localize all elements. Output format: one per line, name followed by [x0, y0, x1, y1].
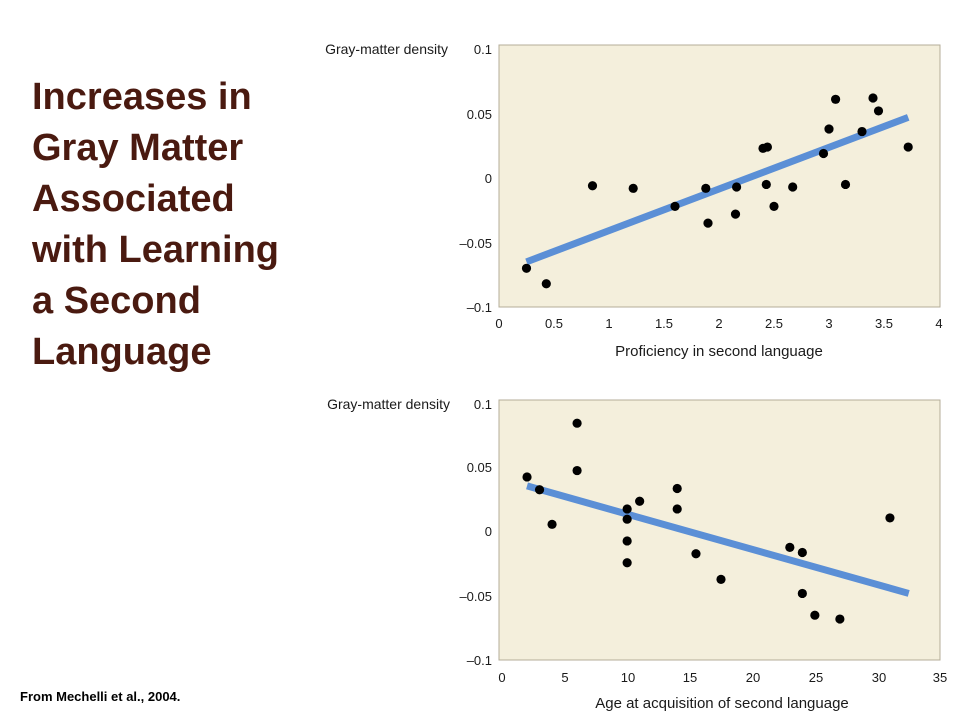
x-tick-labels: 0 0.5 1 1.5 2 2.5 3 3.5 4	[495, 316, 942, 331]
x-tick-label: 2	[715, 316, 722, 331]
x-axis-label: Proficiency in second language	[615, 343, 823, 360]
x-axis-label: Age at acquisition of second language	[595, 695, 849, 712]
data-point	[701, 183, 711, 193]
fit-line	[525, 114, 910, 266]
title-line: Gray Matter	[32, 127, 244, 169]
data-point	[788, 182, 798, 192]
data-point	[572, 418, 582, 428]
x-tick-label: 0	[498, 670, 505, 685]
chart-age-of-acquisition: Gray-matter density Age at acquisition o…	[327, 396, 947, 712]
data-point	[769, 201, 779, 211]
data-point	[810, 610, 820, 620]
data-point	[857, 126, 867, 137]
data-point	[541, 279, 551, 289]
y-tick-label: 0.1	[474, 397, 492, 412]
fit-line	[526, 482, 910, 597]
x-tick-label: 15	[683, 670, 697, 685]
y-tick-label: –0.05	[459, 236, 492, 251]
data-point	[818, 148, 829, 159]
data-point	[840, 179, 851, 190]
data-point	[716, 574, 726, 584]
data-point	[785, 542, 795, 552]
x-tick-labels: 0 5 10 15 20 25 30 35	[498, 670, 947, 685]
chart-proficiency: Gray-matter density Proficiency in secon…	[325, 41, 943, 360]
x-tick-label: 35	[933, 670, 947, 685]
y-tick-label: –0.1	[467, 300, 492, 315]
data-point	[622, 514, 632, 524]
data-point	[730, 209, 741, 219]
data-point	[831, 94, 841, 104]
title-line: Language	[32, 331, 212, 373]
plot-area	[498, 399, 941, 661]
y-tick-label: –0.05	[459, 589, 492, 604]
data-point	[635, 496, 645, 506]
data-point	[873, 106, 884, 116]
data-point	[572, 465, 582, 476]
data-point	[622, 504, 632, 514]
x-tick-label: 1.5	[655, 316, 673, 331]
y-tick-label: –0.1	[467, 653, 492, 668]
x-tick-label: 30	[872, 670, 886, 685]
data-point	[885, 513, 895, 523]
plot-area	[498, 44, 941, 308]
y-tick-label: 0.1	[474, 42, 492, 57]
data-point	[824, 124, 834, 134]
slide-title: Increases in Gray Matter Associated with…	[32, 72, 332, 378]
title-line: with Learning	[32, 229, 279, 271]
title-line: Increases in	[32, 76, 252, 118]
data-point	[732, 182, 742, 192]
y-tick-label: 0.05	[467, 107, 492, 122]
data-point	[522, 472, 532, 482]
data-point	[835, 614, 845, 624]
data-point	[703, 218, 713, 228]
x-tick-label: 0	[495, 316, 502, 331]
data-point	[672, 504, 682, 514]
data-point	[691, 549, 701, 559]
data-marks	[522, 418, 910, 624]
title-line: Associated	[32, 178, 235, 220]
y-tick-label: 0	[485, 524, 492, 539]
y-tick-labels: 0.1 0.05 0 –0.05 –0.1	[459, 42, 492, 315]
data-point	[761, 179, 771, 190]
x-tick-label: 5	[561, 670, 568, 685]
data-point	[797, 588, 807, 599]
data-point	[762, 142, 773, 152]
data-point	[622, 536, 632, 546]
x-tick-label: 25	[809, 670, 823, 685]
data-point	[672, 483, 682, 494]
y-tick-labels: 0.1 0.05 0 –0.05 –0.1	[459, 397, 492, 668]
source-citation: From Mechelli et al., 2004.	[20, 689, 181, 704]
y-axis-label: Gray-matter density	[325, 41, 448, 57]
x-tick-label: 3.5	[875, 316, 893, 331]
data-point	[628, 183, 638, 193]
data-marks	[521, 93, 913, 289]
data-point	[868, 93, 878, 103]
x-tick-label: 20	[746, 670, 760, 685]
x-tick-label: 4	[935, 316, 942, 331]
x-tick-label: 3	[825, 316, 832, 331]
data-point	[521, 263, 532, 273]
data-point	[797, 547, 807, 558]
data-point	[622, 558, 632, 568]
data-point	[903, 142, 913, 152]
title-line: a Second	[32, 280, 201, 322]
data-point	[670, 201, 680, 211]
data-point	[534, 485, 545, 495]
x-tick-label: 1	[605, 316, 612, 331]
x-tick-label: 10	[621, 670, 635, 685]
data-point	[547, 519, 557, 529]
y-axis-label: Gray-matter density	[327, 396, 450, 412]
data-point	[587, 181, 598, 191]
y-tick-label: 0	[485, 171, 492, 186]
x-tick-label: 0.5	[545, 316, 563, 331]
y-tick-label: 0.05	[467, 460, 492, 475]
x-tick-label: 2.5	[765, 316, 783, 331]
